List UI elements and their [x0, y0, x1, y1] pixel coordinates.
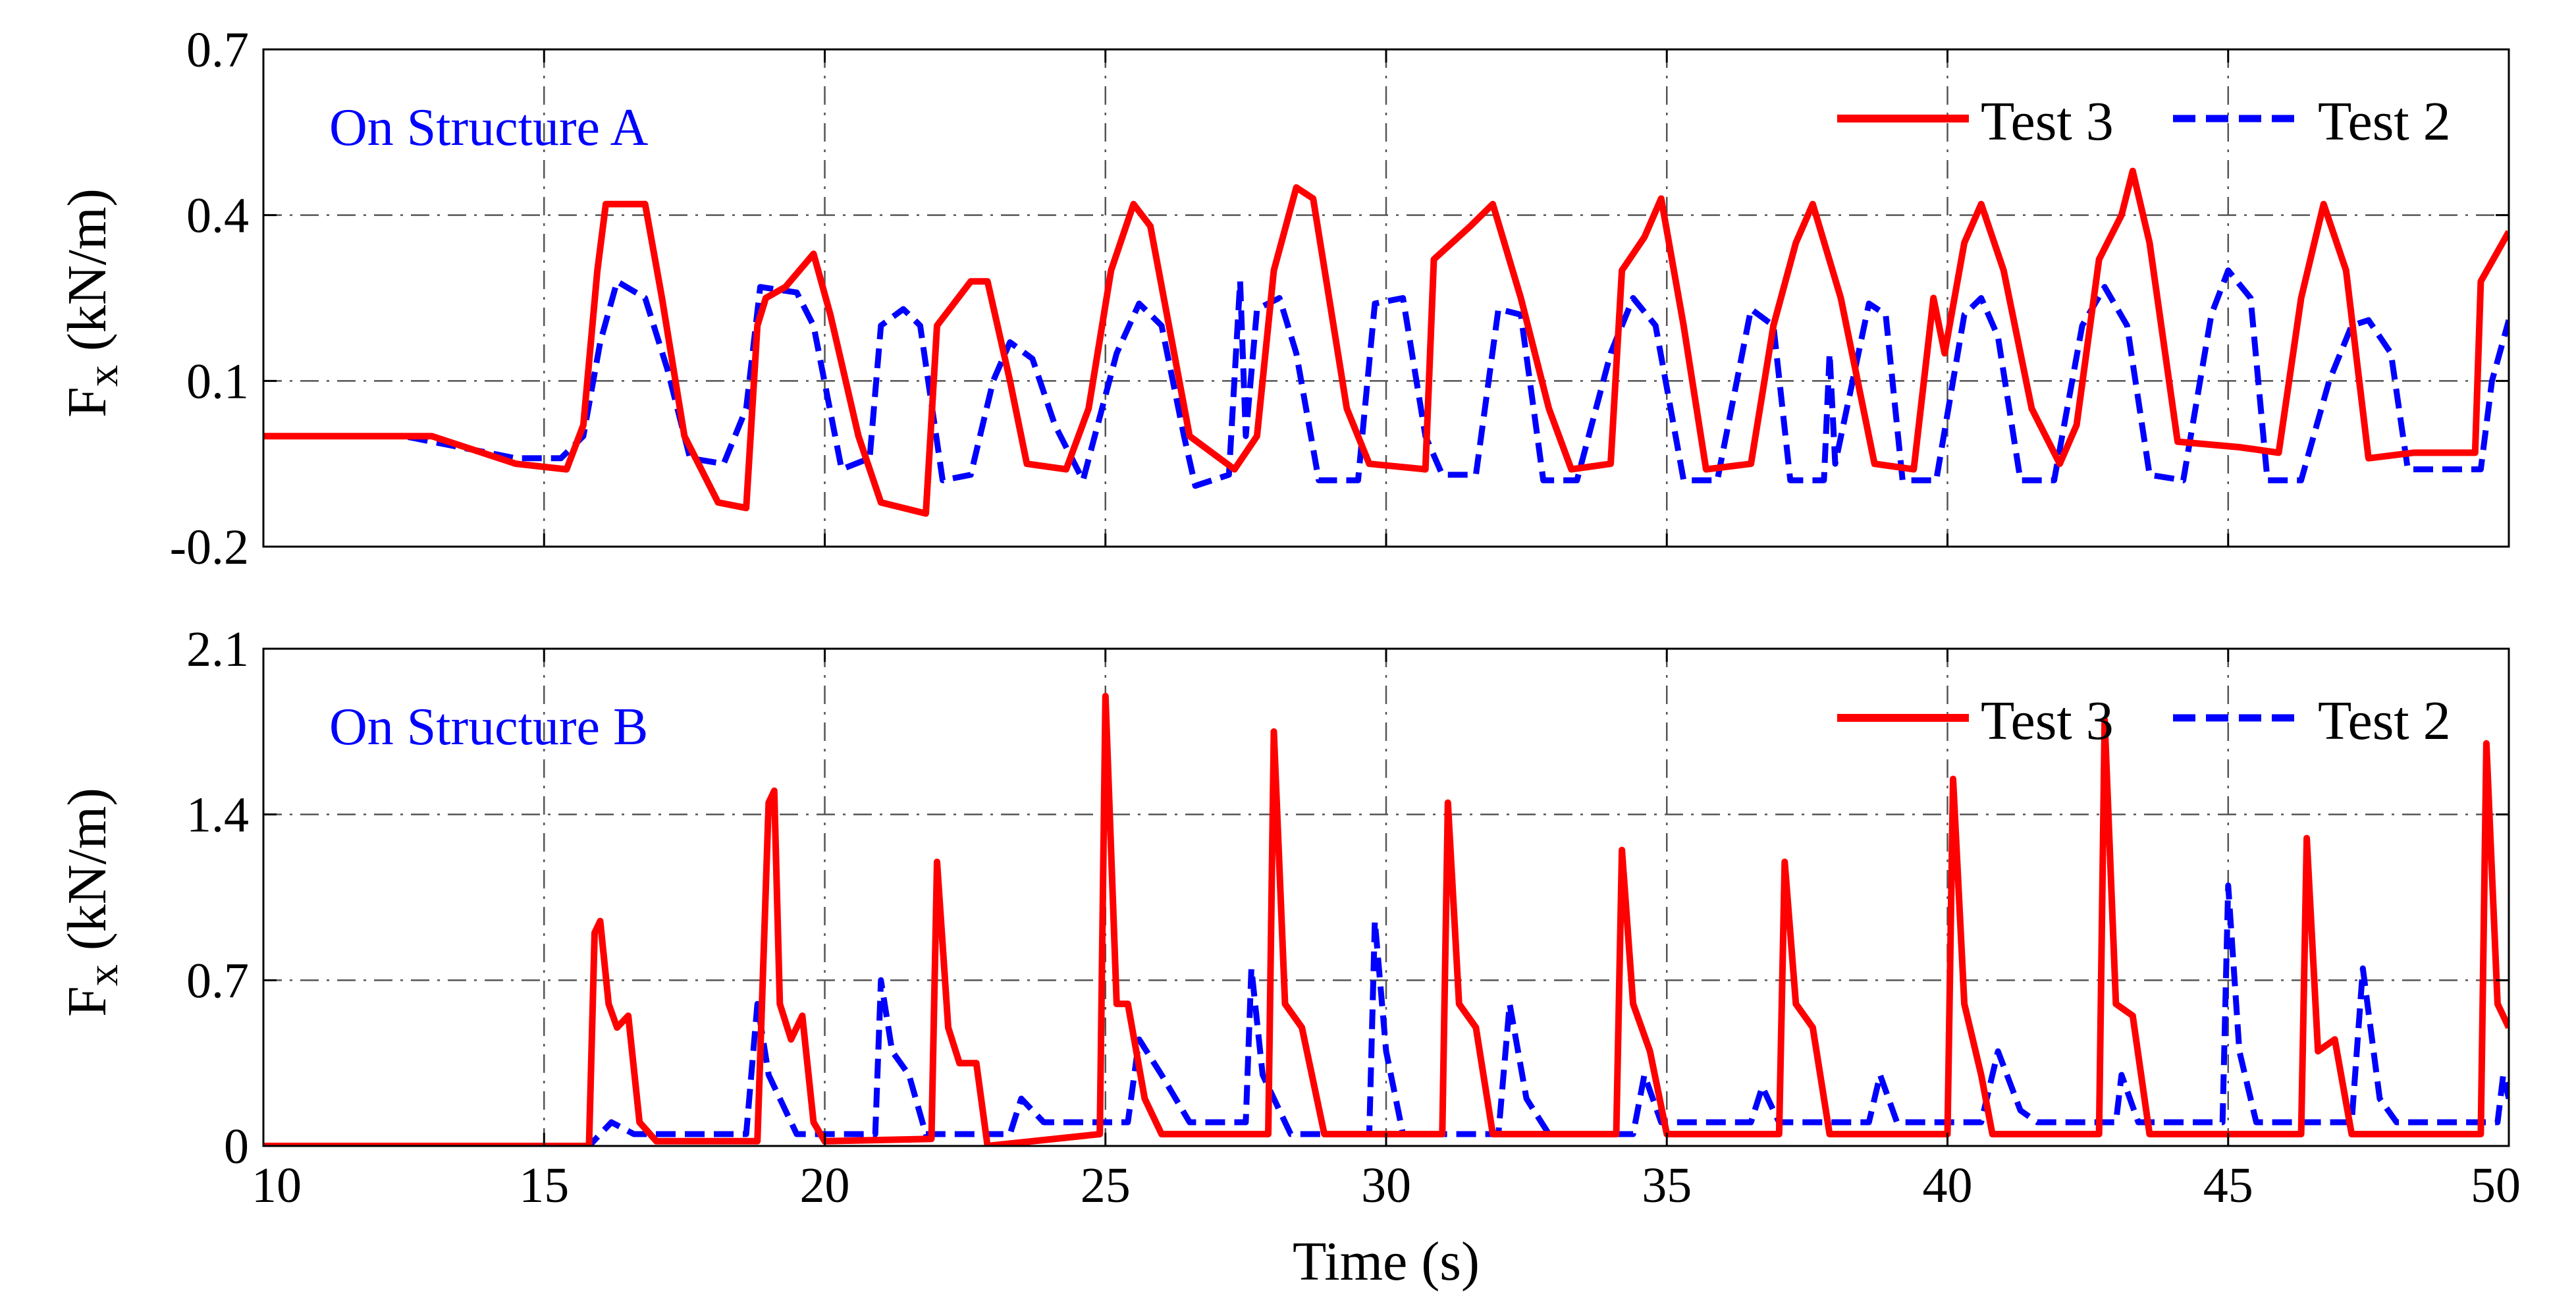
panel-b-legend-test2-label: Test 2	[2318, 690, 2451, 751]
panel-a-y-axis-label: Fx (kN/m)	[57, 188, 127, 418]
panel-a-series	[263, 167, 2509, 517]
x-tick-label-45: 45	[2203, 1158, 2253, 1213]
panel-b-y-tick-label-3: 0	[224, 1119, 249, 1174]
x-tick-label-10: 10	[252, 1158, 302, 1213]
panel-a-label: On Structure A	[329, 99, 649, 157]
panel-a-series-test-2	[263, 267, 2509, 489]
panel-a-series-test-3	[263, 167, 2509, 517]
panel-b-y-tick-label-1: 1.4	[186, 788, 249, 843]
panel-a-legend-test3-label: Test 3	[1981, 91, 2114, 152]
panel-a-y-tick-labels: 0.7 0.4 0.1 -0.2	[170, 22, 249, 575]
x-tick-label-15: 15	[519, 1158, 569, 1213]
panel-b-y-tick-labels: 2.1 1.4 0.7 0	[186, 622, 249, 1174]
panel-a-legend: Test 3 Test 2	[1837, 91, 2451, 152]
panel-a-legend-test2-label: Test 2	[2318, 91, 2451, 152]
panel-a-y-tick-label-3: -0.2	[170, 520, 249, 575]
panel-b-y-tick-label-2: 0.7	[186, 953, 249, 1008]
x-axis-label: Time (s)	[1293, 1231, 1480, 1292]
panel-b: 2.11.40.70 10 15 20 25 30 35 40 45 50 Fx (kN/m) …	[57, 622, 2521, 1292]
panel-b-label: On Structure B	[329, 698, 648, 756]
panel-b-series-test-2	[263, 883, 2509, 1146]
panel-a-y-tick-label-1: 0.4	[186, 188, 249, 244]
x-tick-label-25: 25	[1081, 1158, 1131, 1213]
panel-a-y-tick-label-0: 0.7	[186, 22, 249, 78]
panel-b-series	[263, 692, 2509, 1146]
panel-b-y-tick-label-0: 2.1	[186, 622, 249, 677]
panel-b-legend-test3-label: Test 3	[1981, 690, 2114, 751]
x-tick-label-50: 50	[2471, 1158, 2521, 1213]
x-tick-label-40: 40	[1923, 1158, 1973, 1213]
panel-a-y-tick-label-2: 0.1	[186, 354, 249, 409]
panel-b-legend: Test 3 Test 2	[1837, 690, 2451, 751]
panel-a: 0.7 0.4 0.1 -0.2 Fx (kN/m) On Structure A T…	[57, 22, 2510, 575]
panel-b-series-test-3	[263, 692, 2509, 1146]
x-tick-label-35: 35	[1642, 1158, 1692, 1213]
panel-b-y-axis-label: Fx (kN/m)	[57, 788, 127, 1017]
panel-b-ticks	[262, 647, 2510, 1147]
x-tick-label-20: 20	[800, 1158, 850, 1213]
panel-a-ticks	[262, 48, 2510, 548]
x-tick-label-30: 30	[1361, 1158, 1411, 1213]
panel-b-x-tick-labels: 10 15 20 25 30 35 40 45 50	[252, 1158, 2521, 1213]
